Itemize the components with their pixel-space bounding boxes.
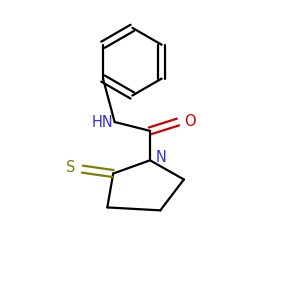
Text: S: S <box>65 160 75 175</box>
Text: N: N <box>155 150 166 165</box>
Text: O: O <box>184 114 196 129</box>
Text: HN: HN <box>92 115 113 130</box>
